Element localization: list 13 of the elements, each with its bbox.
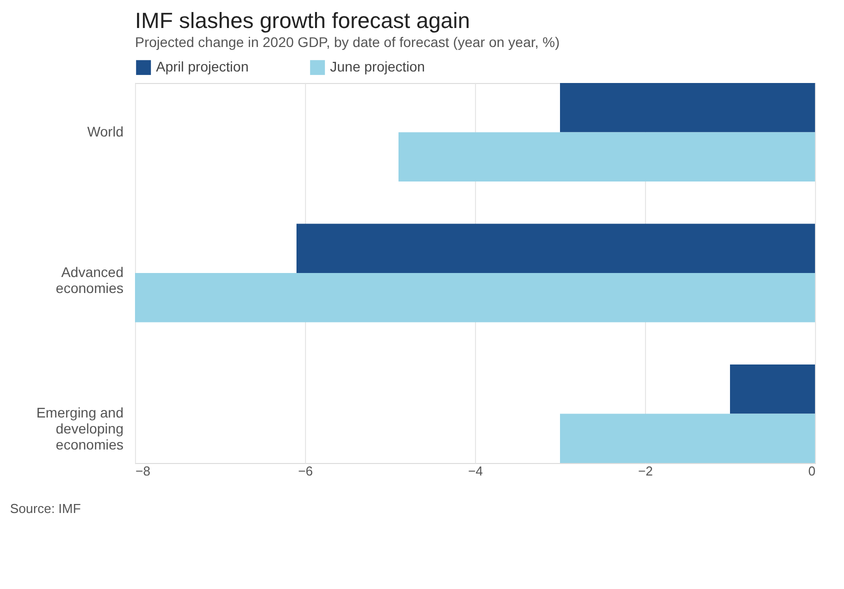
y-tick-label: Advanced economies (56, 264, 124, 296)
chart-title: IMF slashes growth forecast again (135, 8, 470, 33)
x-tick-label: 0 (808, 464, 816, 478)
x-tick-label: −2 (638, 464, 653, 478)
y-tick-label: World (87, 123, 124, 140)
legend-label: April projection (156, 58, 249, 75)
y-tick-label: Emerging and developing economies (36, 404, 124, 453)
x-tick-label: −6 (298, 464, 313, 478)
x-tick-label: −4 (468, 464, 483, 478)
x-tick-label: −8 (136, 464, 150, 478)
source-note: Source: IMF (10, 501, 81, 516)
legend-label: June projection (330, 58, 425, 75)
chart-subtitle: Projected change in 2020 GDP, by date of forecast (year on year, %) (135, 34, 560, 50)
